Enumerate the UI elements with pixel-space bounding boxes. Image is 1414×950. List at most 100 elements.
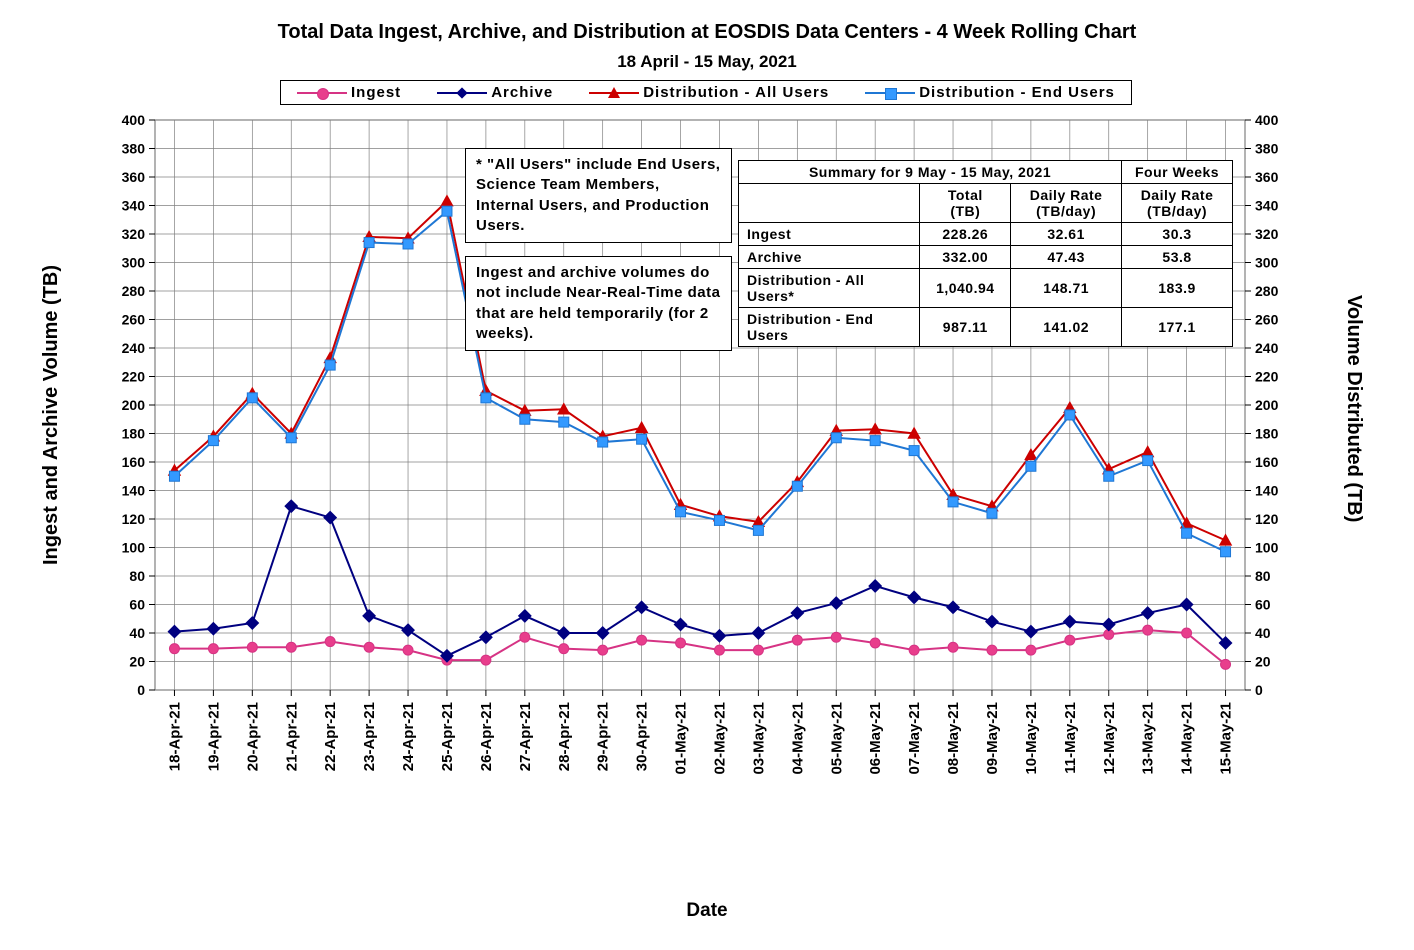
x-tick-label: 25-Apr-21 (439, 702, 456, 771)
table-cell: Distribution - All Users* (739, 269, 920, 308)
x-tick-label: 04-May-21 (789, 702, 806, 775)
svg-text:360: 360 (1255, 169, 1279, 185)
svg-text:20: 20 (1255, 654, 1271, 670)
svg-text:340: 340 (122, 198, 146, 214)
summary-table: Summary for 9 May - 15 May, 2021Four Wee… (738, 160, 1233, 347)
x-tick-label: 19-Apr-21 (205, 702, 222, 771)
table-row: Archive332.0047.4353.8 (739, 246, 1233, 269)
svg-text:340: 340 (1255, 198, 1279, 214)
table-cell: Archive (739, 246, 920, 269)
x-tick-label: 12-May-21 (1101, 702, 1118, 775)
x-tick-label: 05-May-21 (828, 702, 845, 775)
svg-text:240: 240 (122, 340, 146, 356)
svg-text:180: 180 (122, 426, 146, 442)
svg-text:80: 80 (1255, 568, 1271, 584)
x-axis-label: Date (0, 900, 1414, 922)
svg-text:200: 200 (122, 397, 146, 413)
svg-text:200: 200 (1255, 397, 1279, 413)
distribution-end-users-marker-icon (885, 88, 897, 100)
x-tick-label: 02-May-21 (711, 702, 728, 775)
x-tick-label: 20-Apr-21 (244, 702, 261, 771)
x-tick-label: 29-Apr-21 (595, 702, 612, 771)
x-tick-label: 15-May-21 (1218, 702, 1235, 775)
svg-text:180: 180 (1255, 426, 1279, 442)
table-cell: 53.8 (1122, 246, 1233, 269)
chart-container: Total Data Ingest, Archive, and Distribu… (0, 0, 1414, 950)
x-tick-label: 11-May-21 (1062, 702, 1079, 774)
svg-text:220: 220 (122, 369, 146, 385)
table-cell: 332.00 (920, 246, 1011, 269)
legend-entry: Archive (437, 84, 553, 101)
table-cell: 228.26 (920, 223, 1011, 246)
x-tick-label: 26-Apr-21 (478, 702, 495, 771)
summary-col-header: Daily Rate(TB/day) (1122, 184, 1233, 223)
summary-title-left: Summary for 9 May - 15 May, 2021 (739, 161, 1122, 184)
svg-text:400: 400 (1255, 112, 1279, 128)
svg-text:60: 60 (129, 597, 145, 613)
table-row: Distribution - End Users987.11141.02177.… (739, 308, 1233, 347)
svg-text:0: 0 (1255, 682, 1263, 698)
svg-text:80: 80 (129, 568, 145, 584)
note-ingest-archive: Ingest and archive volumes do not includ… (465, 256, 732, 351)
svg-text:320: 320 (1255, 226, 1279, 242)
legend-label: Ingest (351, 84, 401, 101)
x-tick-label: 07-May-21 (906, 702, 923, 775)
svg-text:240: 240 (1255, 340, 1279, 356)
x-tick-label: 01-May-21 (673, 702, 690, 775)
table-row: Ingest228.2632.6130.3 (739, 223, 1233, 246)
archive-marker-icon (457, 87, 468, 98)
svg-text:60: 60 (1255, 597, 1271, 613)
x-tick-label: 14-May-21 (1179, 702, 1196, 775)
summary-title-right: Four Weeks (1122, 161, 1233, 184)
legend-label: Archive (491, 84, 553, 101)
svg-text:40: 40 (1255, 625, 1271, 641)
table-cell: 47.43 (1011, 246, 1122, 269)
x-tick-label: 21-Apr-21 (283, 702, 300, 771)
svg-text:160: 160 (1255, 454, 1279, 470)
svg-text:100: 100 (1255, 540, 1279, 556)
x-tick-label: 08-May-21 (945, 702, 962, 775)
chart-subtitle: 18 April - 15 May, 2021 (0, 52, 1414, 72)
x-tick-label: 23-Apr-21 (361, 702, 378, 771)
summary-col-header: Daily Rate(TB/day) (1011, 184, 1122, 223)
table-cell: 183.9 (1122, 269, 1233, 308)
x-tick-label: 27-Apr-21 (517, 702, 534, 771)
table-cell: 32.61 (1011, 223, 1122, 246)
table-cell: Distribution - End Users (739, 308, 920, 347)
svg-text:300: 300 (122, 255, 146, 271)
svg-text:320: 320 (122, 226, 146, 242)
x-tick-label: 18-Apr-21 (166, 702, 183, 771)
svg-text:120: 120 (122, 511, 146, 527)
x-tick-label: 10-May-21 (1023, 702, 1040, 775)
svg-text:280: 280 (122, 283, 146, 299)
x-tick-label: 22-Apr-21 (322, 702, 339, 771)
svg-text:220: 220 (1255, 369, 1279, 385)
svg-text:120: 120 (1255, 511, 1279, 527)
svg-text:140: 140 (1255, 483, 1279, 499)
svg-text:380: 380 (1255, 141, 1279, 157)
x-tick-label: 13-May-21 (1140, 702, 1157, 775)
legend-entry: Ingest (297, 84, 401, 101)
table-cell: 987.11 (920, 308, 1011, 347)
x-tick-label: 28-Apr-21 (556, 702, 573, 771)
table-row: Distribution - All Users*1,040.94148.711… (739, 269, 1233, 308)
svg-text:260: 260 (1255, 312, 1279, 328)
x-tick-label: 03-May-21 (750, 702, 767, 775)
table-cell: Ingest (739, 223, 920, 246)
legend-entry: Distribution - End Users (865, 84, 1115, 101)
svg-text:360: 360 (122, 169, 146, 185)
svg-text:380: 380 (122, 141, 146, 157)
legend-label: Distribution - End Users (919, 84, 1115, 101)
chart-title: Total Data Ingest, Archive, and Distribu… (0, 21, 1414, 44)
svg-text:280: 280 (1255, 283, 1279, 299)
table-cell: 1,040.94 (920, 269, 1011, 308)
x-tick-label: 06-May-21 (867, 702, 884, 775)
x-tick-label: 24-Apr-21 (400, 702, 417, 771)
svg-text:160: 160 (122, 454, 146, 470)
ingest-marker-icon (317, 88, 329, 100)
distribution-all-users-marker-icon (608, 87, 620, 98)
table-cell: 177.1 (1122, 308, 1233, 347)
svg-text:400: 400 (122, 112, 146, 128)
note-all-users: * "All Users" include End Users, Science… (465, 148, 732, 243)
x-tick-label: 30-Apr-21 (634, 702, 651, 771)
